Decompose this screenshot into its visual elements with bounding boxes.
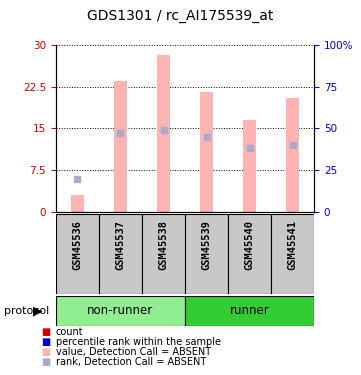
Bar xyxy=(200,92,213,212)
Bar xyxy=(228,214,271,294)
Text: runner: runner xyxy=(230,304,269,317)
Text: protocol: protocol xyxy=(4,306,49,316)
Text: percentile rank within the sample: percentile rank within the sample xyxy=(56,337,221,347)
Bar xyxy=(185,296,314,326)
Bar xyxy=(99,214,142,294)
Bar xyxy=(56,214,99,294)
Bar xyxy=(286,98,299,212)
Bar xyxy=(271,214,314,294)
Bar xyxy=(157,55,170,212)
Text: value, Detection Call = ABSENT: value, Detection Call = ABSENT xyxy=(56,347,211,357)
Text: GSM45541: GSM45541 xyxy=(288,220,297,270)
Bar xyxy=(243,120,256,212)
Text: GSM45540: GSM45540 xyxy=(244,220,255,270)
Text: ■: ■ xyxy=(42,357,51,367)
Text: non-runner: non-runner xyxy=(87,304,154,317)
Bar xyxy=(142,214,185,294)
Text: GSM45537: GSM45537 xyxy=(116,220,126,270)
Text: GDS1301 / rc_AI175539_at: GDS1301 / rc_AI175539_at xyxy=(87,9,274,23)
Text: GSM45539: GSM45539 xyxy=(201,220,212,270)
Text: ■: ■ xyxy=(42,327,51,337)
Text: GSM45536: GSM45536 xyxy=(73,220,82,270)
Text: ■: ■ xyxy=(42,347,51,357)
Text: ▶: ▶ xyxy=(33,304,43,317)
Bar xyxy=(56,296,185,326)
Bar xyxy=(71,195,84,212)
Bar xyxy=(114,81,127,212)
Text: count: count xyxy=(56,327,84,337)
Text: rank, Detection Call = ABSENT: rank, Detection Call = ABSENT xyxy=(56,357,206,367)
Bar xyxy=(185,214,228,294)
Text: ■: ■ xyxy=(42,337,51,347)
Text: GSM45538: GSM45538 xyxy=(158,220,169,270)
